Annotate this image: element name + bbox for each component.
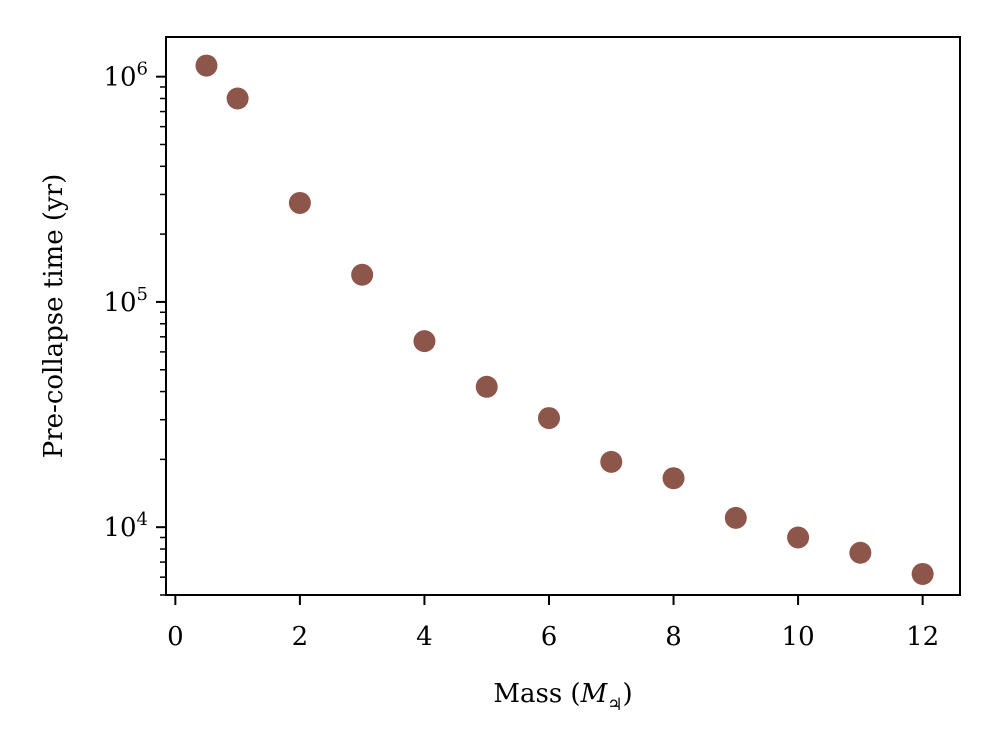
x-major-ticks: 0 2 4 6 8 10 12: [167, 595, 939, 652]
y-axis-label: Pre-collapse time (yr): [39, 174, 69, 459]
x-tick-label: 6: [541, 622, 558, 652]
x-axis-label: Mass (M♃): [493, 679, 632, 715]
data-point: [351, 263, 374, 286]
x-axis-label-text: Mass: [493, 679, 562, 709]
data-points: [195, 54, 934, 585]
y-tick-label: 106: [103, 59, 148, 93]
data-point: [413, 330, 436, 353]
x-tick-label: 8: [665, 622, 682, 652]
data-point: [724, 506, 747, 529]
data-point: [195, 54, 218, 77]
data-point: [475, 375, 498, 398]
data-point: [226, 87, 249, 110]
data-point: [537, 407, 560, 430]
x-tick-label: 12: [906, 622, 939, 652]
data-point: [849, 541, 872, 564]
data-point: [600, 450, 623, 473]
y-major-ticks: 104 105 106: [103, 59, 166, 543]
data-point: [288, 191, 311, 214]
x-tick-label: 2: [292, 622, 309, 652]
data-point: [662, 467, 685, 490]
plot-frame: [165, 36, 961, 596]
data-point: [911, 562, 934, 585]
x-tick-label: 10: [782, 622, 815, 652]
y-tick-label: 105: [103, 284, 148, 318]
x-tick-label: 4: [416, 622, 433, 652]
x-axis-unit-subscript: ♃: [607, 695, 622, 715]
y-tick-label: 104: [103, 509, 148, 543]
data-point: [787, 526, 810, 549]
x-axis-unit-symbol: M: [580, 679, 609, 709]
x-tick-label: 0: [167, 622, 184, 652]
